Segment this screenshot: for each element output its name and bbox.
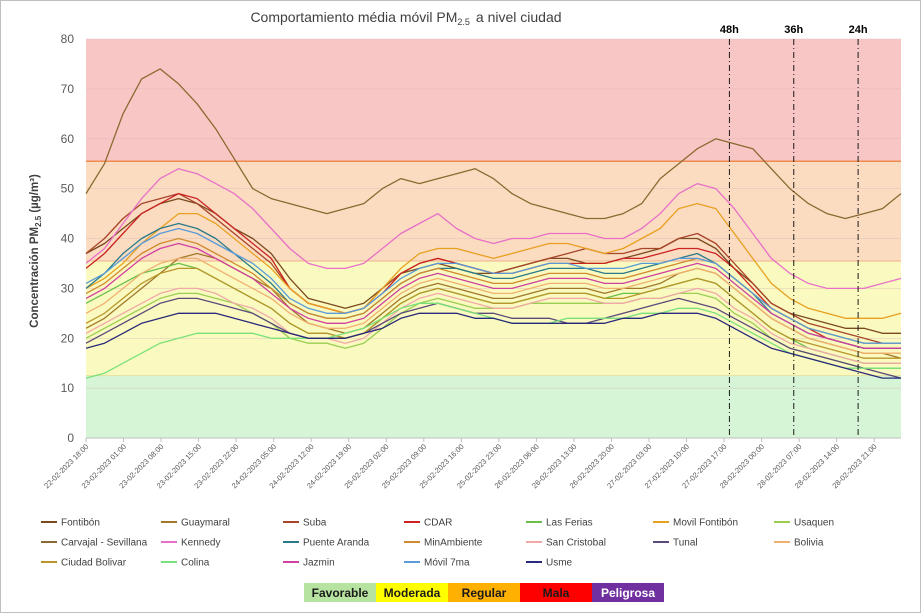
- series-line-movil-fontibon: [85, 202, 902, 319]
- series-line-movil-7ma: [85, 227, 901, 344]
- category-box-favorable: [304, 583, 376, 602]
- series-line-usme: [85, 312, 901, 379]
- band-favorable: [86, 375, 901, 438]
- category-label-favorable: Favorable: [312, 586, 369, 600]
- legend-label: Bolivia: [794, 538, 824, 549]
- legend-label: Suba: [303, 518, 327, 529]
- legend-label: Tunal: [673, 538, 698, 549]
- band-regular: [86, 161, 901, 261]
- y-tick-label: 10: [61, 381, 75, 395]
- chart-title: Comportamiento média móvil PM2.5 a nivel …: [250, 9, 561, 27]
- y-tick-label: 30: [61, 281, 75, 295]
- series-line-kennedy: [85, 168, 902, 290]
- legend-label: Movil Fontibón: [673, 518, 738, 529]
- category-label-mala: Mala: [543, 586, 570, 600]
- legend-label: Usaquen: [794, 518, 834, 529]
- y-tick-label: 50: [61, 182, 75, 196]
- legend-label: MinAmbiente: [424, 538, 483, 549]
- y-tick-label: 60: [61, 132, 75, 146]
- marker-label-24h: 24h: [849, 24, 868, 36]
- y-axis-label: Concentración PM2.5(µg/m³): [29, 174, 43, 328]
- category-box-mala: [520, 583, 592, 602]
- series-line-tunal: [85, 297, 902, 379]
- legend-label: Ciudad Bolivar: [61, 558, 127, 569]
- legend-label: Carvajal - Sevillana: [61, 538, 148, 549]
- marker-label-36h: 36h: [784, 24, 803, 36]
- category-box-regular: [448, 583, 520, 602]
- category-box-peligrosa: [592, 583, 664, 602]
- category-label-moderada: Moderada: [384, 586, 441, 600]
- series-line-ciudad-bolivar: [85, 267, 901, 359]
- y-tick-label: 70: [61, 82, 75, 96]
- legend-label: Móvil 7ma: [424, 558, 470, 569]
- series-line-jazmin: [85, 242, 901, 349]
- legend-label: CDAR: [424, 518, 452, 529]
- legend-label: Colina: [181, 558, 210, 569]
- series-line-bolivia: [85, 257, 901, 354]
- legend-label: Guaymaral: [181, 518, 230, 529]
- category-label-peligrosa: Peligrosa: [601, 586, 655, 600]
- band-mala: [86, 39, 901, 162]
- legend-label: Las Ferias: [546, 518, 593, 529]
- y-tick-label: 20: [61, 331, 75, 345]
- marker-label-48h: 48h: [720, 24, 739, 36]
- legend-label: Kennedy: [181, 538, 220, 549]
- category-box-moderada: [376, 583, 448, 602]
- y-tick-label: 0: [67, 431, 74, 445]
- series-line-carvajal-sevillana: [85, 68, 902, 220]
- series-line-puente-aranda: [85, 222, 901, 349]
- legend-label: Fontibón: [61, 518, 100, 529]
- legend-label: Jazmin: [303, 558, 335, 569]
- series-line-san-cristobal: [85, 287, 901, 364]
- legend-label: Usme: [546, 558, 573, 569]
- y-tick-label: 40: [61, 232, 75, 246]
- legend-label: San Cristobal: [546, 538, 606, 549]
- y-tick-label: 80: [61, 32, 75, 46]
- category-label-regular: Regular: [462, 586, 507, 600]
- legend-label: Puente Aranda: [303, 538, 370, 549]
